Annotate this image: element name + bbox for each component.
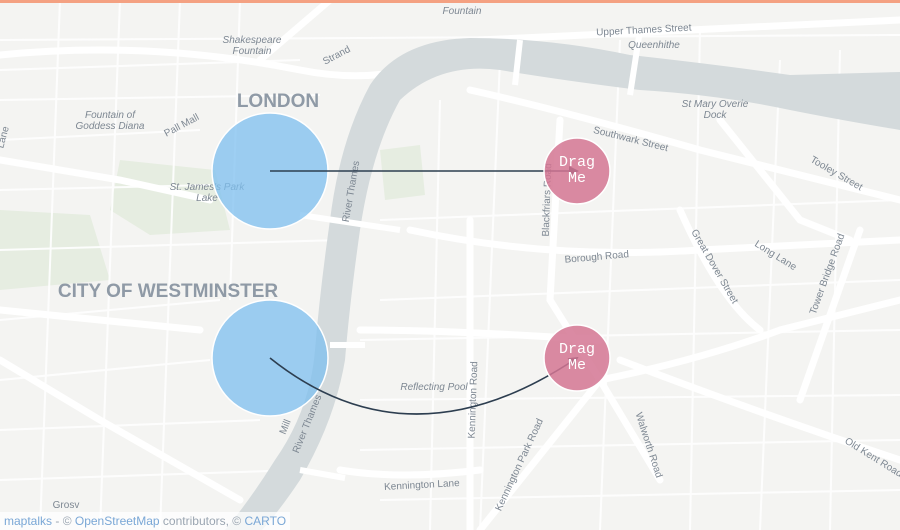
street-label: Dock [704, 110, 728, 121]
street-label: Lake [196, 193, 218, 204]
street-label: Lane [0, 125, 12, 150]
bridges [299, 29, 643, 481]
drag-marker-label[interactable]: Drag Me [559, 341, 595, 374]
street-label: Fountain of [85, 110, 136, 121]
drag-marker-circle[interactable] [543, 137, 611, 205]
street-label: Reflecting Pool [400, 382, 468, 393]
street-label: Goddess Diana [76, 121, 145, 132]
area-label-london: LONDON [237, 91, 319, 112]
attribution-contributors: contributors, © [159, 514, 245, 528]
park-east [380, 145, 425, 200]
park-south [0, 210, 110, 290]
connectors [269, 166, 579, 415]
street-label: Fountain [443, 6, 482, 17]
attribution: maptalks - © OpenStreetMap contributors,… [0, 512, 291, 530]
street-label: Fountain [233, 46, 272, 57]
attribution-osm-link[interactable]: OpenStreetMap [74, 514, 160, 528]
street-label: St. James's Park [170, 182, 246, 193]
attribution-carto-link[interactable]: CARTO [244, 514, 287, 528]
river-thames [225, 38, 900, 530]
drag-marker-label[interactable]: Drag Me [559, 154, 595, 187]
street-label: Queenhithe [628, 40, 680, 51]
street-label: Shakespeare [223, 35, 282, 46]
street-label: Kennington Lane [384, 478, 461, 493]
drag-marker-1[interactable]: Drag Me [543, 137, 611, 205]
connector-arc [269, 356, 579, 415]
top-bar [0, 0, 900, 3]
attribution-maptalks-link[interactable]: maptalks [4, 514, 53, 528]
area-labels: LONDON CITY OF WESTMINSTER [58, 91, 319, 302]
street-label: Mill [278, 418, 294, 436]
attribution-separator: - © [52, 514, 75, 528]
drag-marker-circle[interactable] [543, 324, 611, 392]
st-james-park [110, 160, 230, 235]
street-label: Kennington Road [467, 361, 481, 439]
street-label: Upper Thames Street [596, 23, 692, 39]
street-label: Grosv [53, 500, 80, 511]
parks [0, 145, 425, 290]
area-label-westminster: CITY OF WESTMINSTER [58, 281, 279, 302]
drag-marker-2[interactable]: Drag Me [543, 324, 611, 392]
street-label: St Mary Overie [682, 99, 749, 110]
